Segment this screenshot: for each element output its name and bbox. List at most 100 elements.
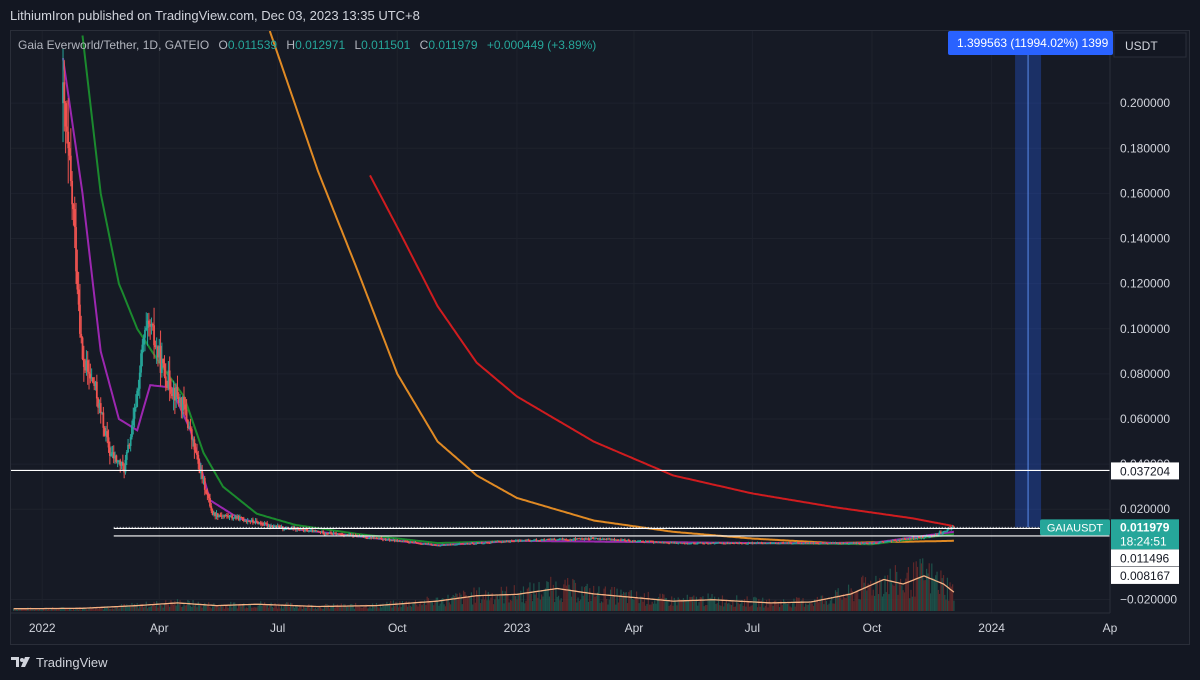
candle-body	[881, 541, 884, 543]
candle-body	[825, 542, 828, 544]
candle-body	[889, 540, 892, 542]
candle-body	[696, 542, 699, 544]
volume-bar	[559, 600, 561, 611]
volume-bar	[785, 603, 787, 611]
y-tick-label: 0.180000	[1120, 141, 1170, 155]
candle-body	[171, 393, 174, 397]
volume-bar	[240, 606, 242, 611]
volume-bar	[287, 602, 289, 611]
candle-body	[683, 543, 686, 545]
volume-bar	[680, 601, 682, 611]
candle-body	[487, 542, 490, 544]
candle-body	[228, 515, 231, 518]
volume-bar	[591, 592, 593, 611]
volume-bar	[720, 605, 722, 611]
candle-body	[280, 526, 283, 529]
candle-body	[768, 542, 771, 544]
volume-bar	[414, 600, 417, 611]
volume-bar	[183, 602, 185, 611]
volume-bar	[611, 586, 613, 611]
volume-bar	[894, 565, 897, 611]
volume-bar	[723, 606, 725, 611]
volume-bar	[349, 604, 352, 611]
volume-bar	[491, 592, 493, 611]
volume-bar	[914, 596, 916, 611]
candle-body	[508, 540, 511, 542]
candle-body	[194, 449, 197, 453]
volume-bar	[849, 593, 851, 611]
volume-bar	[703, 606, 705, 611]
volume-bar	[701, 597, 703, 611]
volume-bar	[421, 605, 423, 611]
volume-bar	[61, 607, 63, 611]
volume-bar	[529, 582, 531, 611]
volume-bar	[196, 607, 198, 611]
volume-bar	[316, 609, 318, 611]
candle-body	[653, 541, 656, 543]
candle-body	[676, 542, 678, 544]
candle-body	[574, 538, 577, 540]
volume-bar	[284, 603, 287, 611]
volume-bar	[517, 594, 519, 611]
candle-body	[838, 542, 841, 544]
candle-body	[436, 545, 439, 546]
candle-body	[444, 544, 447, 546]
candle-body	[417, 543, 419, 545]
volume-bar	[821, 595, 824, 611]
candle-body	[199, 469, 202, 474]
volume-bar	[394, 606, 396, 611]
volume-bar	[495, 596, 497, 611]
candle-body	[568, 540, 570, 542]
candle-body	[349, 534, 352, 536]
volume-bar	[249, 604, 251, 611]
volume-bar	[658, 597, 660, 611]
candle-body	[591, 537, 594, 539]
volume-bar	[711, 594, 713, 611]
red-curve	[369, 174, 955, 528]
volume-bar	[652, 603, 655, 611]
candle-body	[460, 543, 462, 545]
candle-body	[630, 541, 633, 543]
candle-body	[151, 324, 154, 326]
volume-bar	[368, 608, 370, 611]
volume-bar	[609, 589, 612, 611]
candle-body	[85, 360, 88, 371]
candle-body	[570, 539, 573, 541]
volume-bar	[907, 567, 910, 611]
volume-bar	[927, 573, 929, 611]
candle-body	[793, 542, 795, 544]
volume-bar	[525, 600, 527, 611]
candle-body	[410, 541, 413, 543]
volume-bar	[913, 562, 915, 611]
volume-bar	[397, 607, 400, 611]
candle-body	[821, 542, 824, 544]
volume-bar	[238, 604, 240, 611]
level-price-tag	[1111, 549, 1179, 567]
volume-bar	[450, 604, 452, 611]
candle-body	[634, 540, 637, 542]
candle-body	[424, 543, 427, 545]
candle-body	[112, 452, 115, 459]
volume-bar	[444, 606, 446, 611]
candle-body	[240, 517, 243, 519]
orange-curve	[268, 31, 954, 545]
volume-bar	[473, 587, 475, 611]
candle-body	[367, 538, 370, 540]
candle-body	[209, 498, 211, 507]
candle-body	[839, 543, 842, 545]
candle-body	[633, 540, 635, 542]
volume-bar	[606, 598, 608, 611]
volume-bar	[223, 608, 225, 611]
candle-body	[915, 538, 918, 540]
volume-bar	[797, 597, 799, 611]
volume-bar	[327, 605, 329, 611]
volume-bar	[179, 600, 181, 611]
volume-bar	[689, 596, 691, 611]
volume-bar	[586, 583, 588, 611]
candle-body	[120, 461, 123, 466]
volume-bar	[923, 580, 925, 611]
candle-body	[427, 543, 430, 545]
candle-body	[175, 386, 178, 401]
volume-bar	[528, 587, 530, 611]
